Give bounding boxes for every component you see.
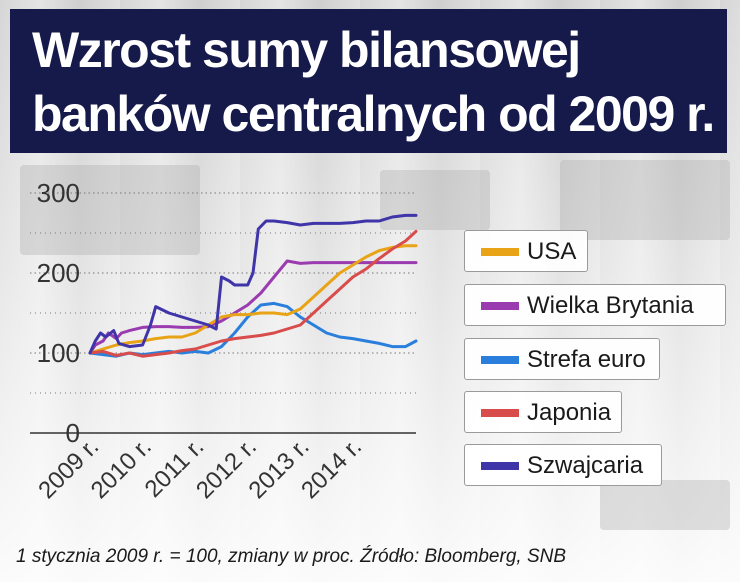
chart-title-line-2: banków centralnych od 2009 r.	[32, 86, 715, 142]
legend-label: Szwajcaria	[527, 452, 644, 479]
grid-lines	[30, 192, 416, 434]
background-banknote	[600, 480, 730, 530]
legend-label: Strefa euro	[527, 346, 646, 373]
y-tick-label: 0	[66, 418, 80, 448]
series-line-strefa-euro	[88, 301, 418, 358]
legend-swatch	[481, 409, 519, 417]
legend-swatch	[481, 356, 519, 364]
series-line-japonia	[88, 229, 418, 358]
series-line-szwajcaria	[88, 213, 418, 355]
legend-item: Strefa euro	[464, 338, 660, 380]
legend-swatch	[481, 462, 519, 470]
background-banknote	[20, 165, 200, 255]
x-tick-label: 2014 r.	[296, 433, 367, 504]
background-banknote	[380, 170, 490, 230]
legend-swatch	[481, 248, 519, 256]
y-axis-ticks: 0 100 200 300	[37, 178, 80, 448]
y-tick-label: 300	[37, 178, 80, 208]
x-axis-ticks: 2009 r.2010 r.2011 r.2012 r.2013 r.2014 …	[33, 433, 367, 504]
legend-item: Wielka Brytania	[464, 284, 726, 326]
legend-item: Japonia	[464, 391, 622, 433]
y-tick-label: 100	[37, 338, 80, 368]
title-box: Wzrost sumy bilansowej banków centralnyc…	[10, 9, 727, 153]
legend-item: Szwajcaria	[464, 444, 662, 486]
footnote: 1 stycznia 2009 r. = 100, zmiany w proc.…	[16, 546, 567, 567]
legend-label: USA	[527, 238, 577, 265]
series-line-wielka-brytania	[88, 259, 418, 355]
chart-title-line-1: Wzrost sumy bilansowej	[32, 22, 581, 78]
x-tick-label: 2010 r.	[86, 433, 157, 504]
legend-label: Japonia	[527, 399, 612, 426]
series-lines	[88, 213, 418, 358]
legend-item: USA	[464, 230, 588, 272]
legend-swatch	[481, 302, 519, 310]
legend-label: Wielka Brytania	[527, 292, 694, 319]
background-banknote	[560, 160, 730, 240]
y-tick-label: 200	[37, 258, 80, 288]
